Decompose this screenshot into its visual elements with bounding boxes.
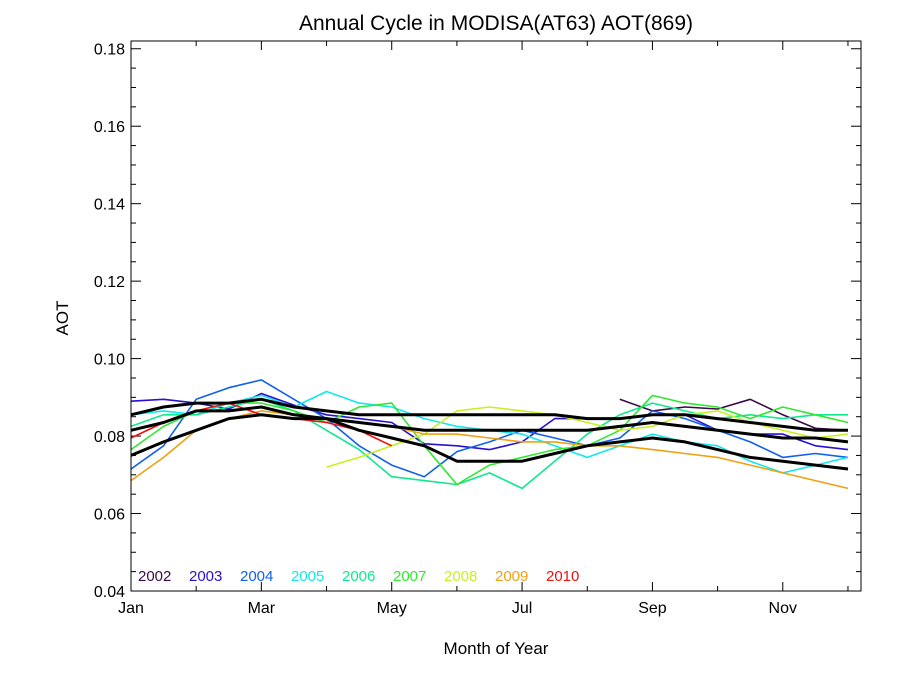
legend-label-2010: 2010 (546, 568, 579, 585)
x-axis-label: Month of Year (444, 639, 549, 658)
tick-labels: Jan Mar May Jul Sep Nov 0.04 0.06 0.08 0.10 0.12 0.… (94, 42, 797, 617)
y-tick-label: 0.18 (94, 42, 125, 59)
x-tick-label: Mar (248, 600, 276, 617)
series-line-2007 (130, 394, 849, 486)
series-layer (130, 379, 849, 490)
series-line-2004 (130, 379, 849, 478)
series-line-black-11 (130, 413, 849, 471)
y-tick-label: 0.06 (94, 507, 125, 524)
legend-label-2008: 2008 (444, 568, 477, 585)
x-tick-label: May (377, 600, 407, 617)
x-tick-label: Sep (638, 600, 667, 617)
legend-label-2003: 2003 (189, 568, 222, 585)
y-tick-label: 0.04 (94, 584, 125, 601)
x-tick-label: Jan (118, 600, 144, 617)
series-line-2002 (619, 398, 849, 432)
plot-frame (130, 40, 862, 592)
legend: 2002 2003 2004 2005 2006 2007 2008 2009 2010 (138, 568, 579, 585)
y-tick-label: 0.12 (94, 274, 125, 291)
legend-label-2002: 2002 (138, 568, 171, 585)
chart-title: Annual Cycle in MODISA(AT63) AOT(869) (299, 12, 693, 35)
series-line-black-10 (130, 405, 849, 444)
legend-label-2007: 2007 (393, 568, 426, 585)
legend-label-2005: 2005 (291, 568, 324, 585)
y-tick-label: 0.16 (94, 119, 125, 136)
axis-ticks (130, 41, 861, 592)
y-axis-label: AOT (53, 301, 72, 336)
y-tick-label: 0.10 (94, 352, 125, 369)
legend-label-2004: 2004 (240, 568, 273, 585)
series-line-black-9 (130, 397, 848, 432)
y-tick-label: 0.08 (94, 429, 125, 446)
series-line-2006 (130, 398, 848, 490)
y-tick-label: 0.14 (94, 197, 125, 214)
series-line-2009 (130, 410, 849, 490)
legend-label-2006: 2006 (342, 568, 375, 585)
legend-label-2009: 2009 (495, 568, 528, 585)
x-tick-label: Jul (512, 600, 532, 617)
x-tick-label: Nov (769, 600, 797, 617)
